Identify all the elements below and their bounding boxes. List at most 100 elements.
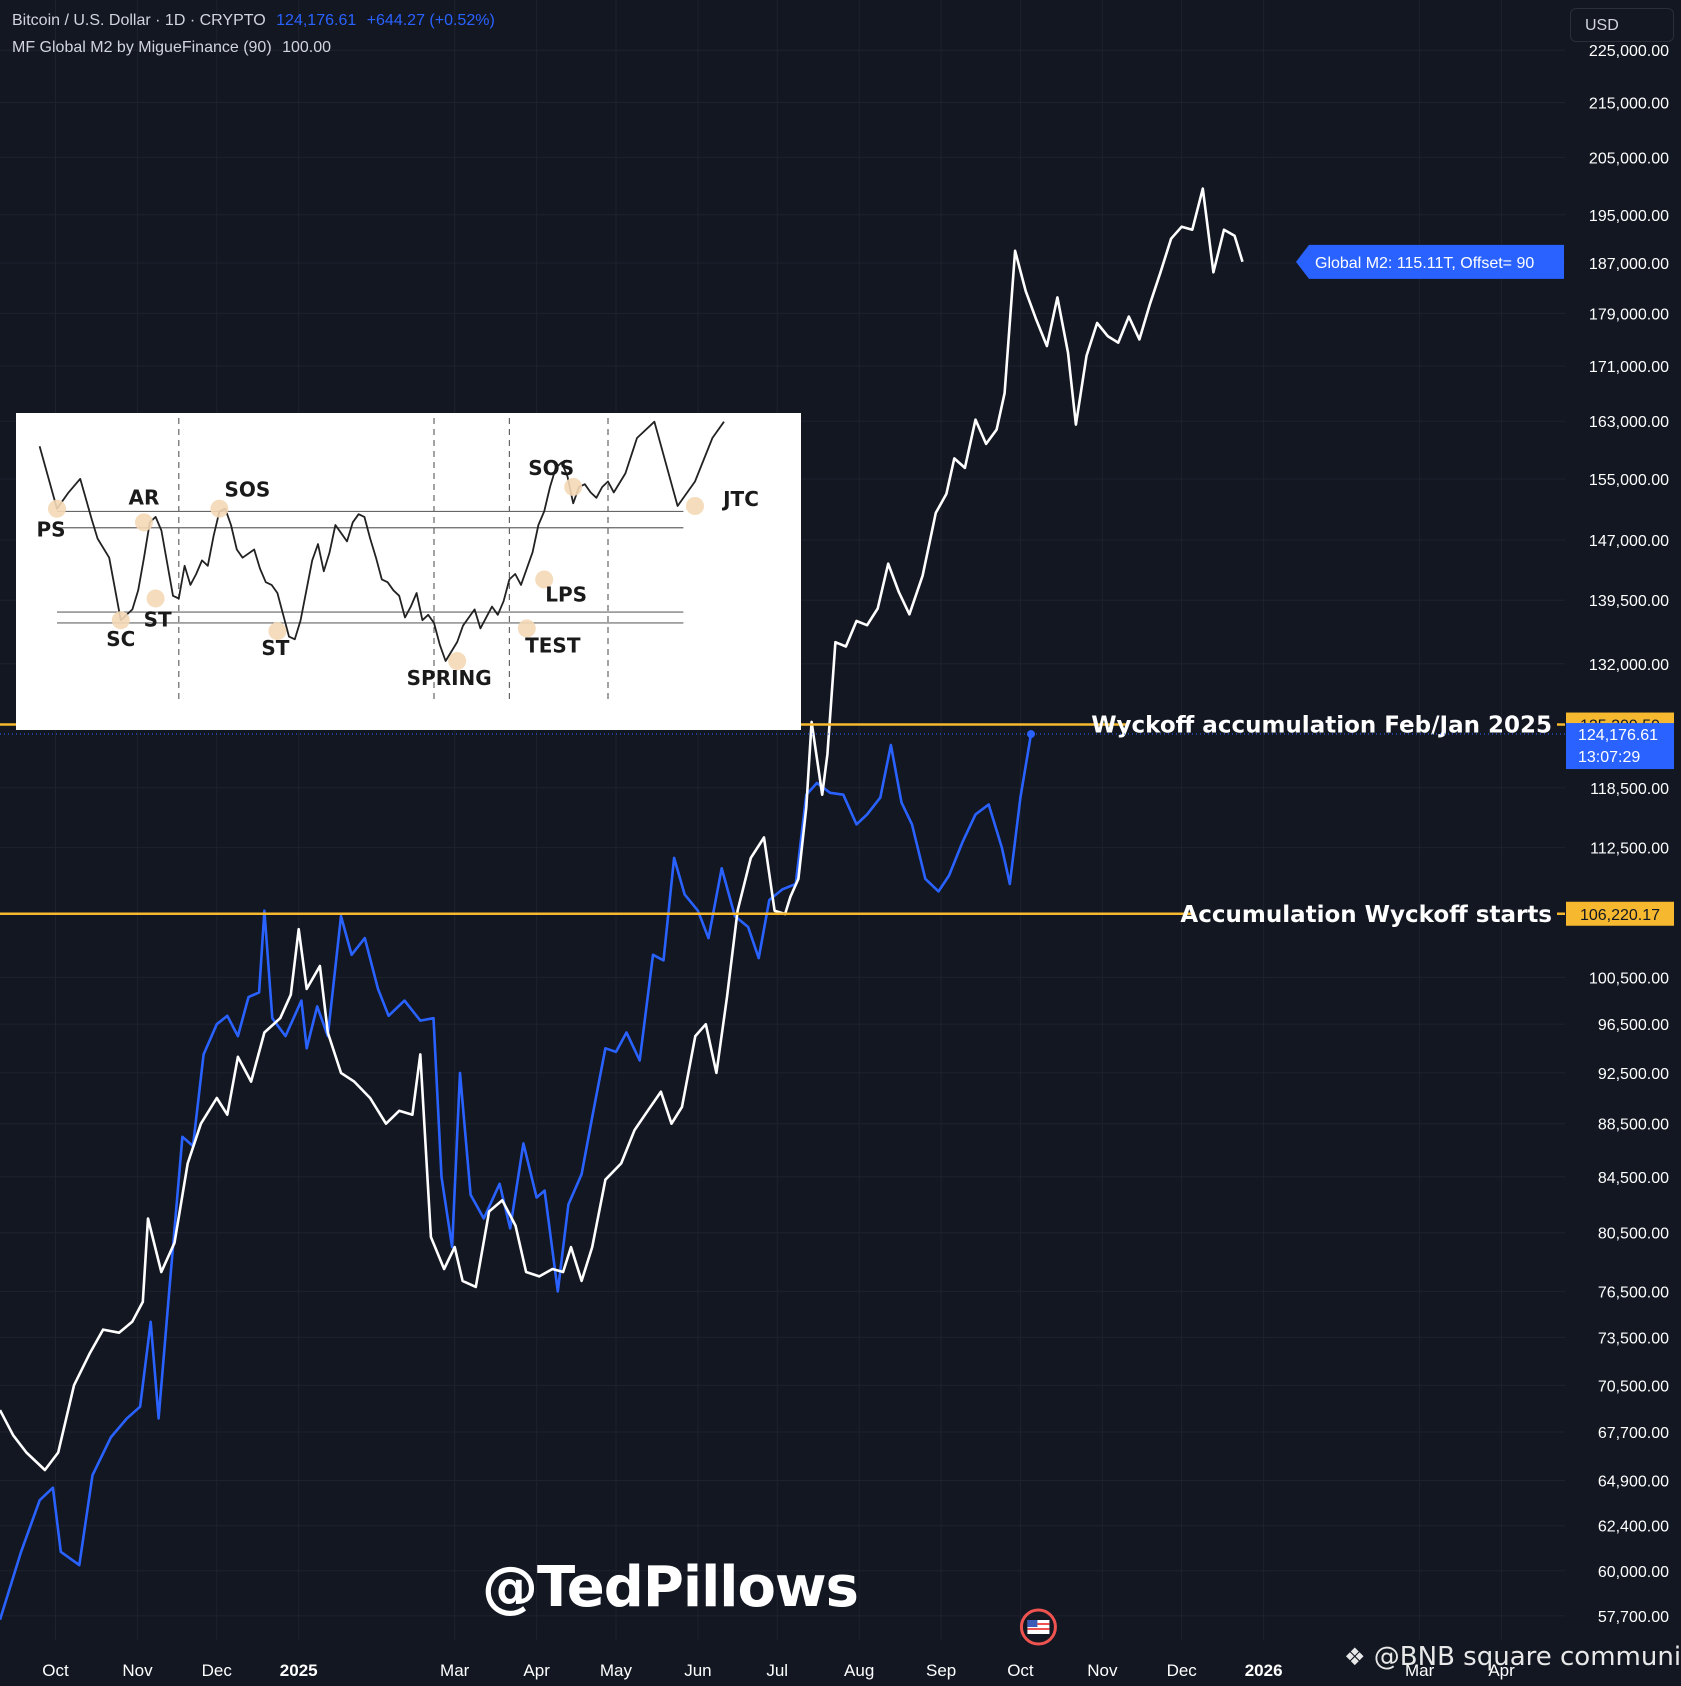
x-tick-label: Nov xyxy=(122,1661,153,1680)
symbol-legend[interactable]: Bitcoin / U.S. Dollar · 1D · CRYPTO 124,… xyxy=(12,12,501,30)
currency-button[interactable]: USD xyxy=(1570,8,1674,42)
x-tick-label: Mar xyxy=(1405,1661,1435,1680)
y-tick-label: 118,500.00 xyxy=(1590,781,1669,798)
inset-price-path xyxy=(38,420,725,662)
y-tick-label: 155,000.00 xyxy=(1589,472,1669,489)
y-tick-label: 179,000.00 xyxy=(1589,306,1669,323)
price-axis[interactable]: 225,000.00 215,000.00 205,000.00 195,000.00… xyxy=(1565,0,1681,1686)
indicator-value: 100.00 xyxy=(282,39,332,56)
x-tick-label: Apr xyxy=(1488,1661,1515,1680)
x-tick-label: Dec xyxy=(202,1661,233,1680)
price-change: +644.27 (+0.52%) xyxy=(366,12,495,29)
y-tick-label: 147,000.00 xyxy=(1589,533,1669,550)
community-label: BNB square community xyxy=(1399,1642,1681,1672)
inset-event-dot xyxy=(135,513,153,532)
y-tick-label: 96,500.00 xyxy=(1598,1017,1669,1034)
last-price-tag xyxy=(1566,723,1674,770)
inset-event-label: SPRING xyxy=(407,666,492,690)
x-tick-label: Apr xyxy=(523,1661,550,1680)
x-tick-label: May xyxy=(600,1661,633,1680)
y-tick-label: 62,400.00 xyxy=(1598,1519,1669,1536)
inset-event-dot xyxy=(686,497,704,515)
y-tick-label: 64,900.00 xyxy=(1598,1474,1669,1491)
inset-event-dot xyxy=(535,570,554,589)
y-tick-label: 132,000.00 xyxy=(1589,657,1669,674)
btc-price-line xyxy=(0,733,1033,1621)
support-line-label: Wyckoff accumulation Feb/Jan 2025 xyxy=(1091,713,1552,739)
y-tick-label: 195,000.00 xyxy=(1589,208,1669,225)
y-tick-label: 205,000.00 xyxy=(1589,150,1669,167)
y-tick-label: 225,000.00 xyxy=(1589,43,1669,60)
y-tick-label: 88,500.00 xyxy=(1598,1117,1669,1134)
m2-value-label: Global M2: 115.11T, Offset= 90 xyxy=(1315,255,1534,272)
inset-event-dot xyxy=(448,652,467,671)
price-tag xyxy=(1566,901,1674,926)
support-line-label: Accumulation Wyckoff starts xyxy=(1180,902,1552,928)
wyckoff-inset: PS SC AR ST SOS ST SPRING TEST LPS SOS JTC xyxy=(16,413,801,730)
x-tick-label: Oct xyxy=(42,1661,69,1680)
economic-event-flag[interactable] xyxy=(1019,1608,1057,1646)
inset-event-dot xyxy=(517,619,536,638)
inset-event-dot xyxy=(210,499,229,518)
flag-canton xyxy=(1027,1620,1038,1627)
x-tick-label: Dec xyxy=(1167,1661,1198,1680)
indicator-legend[interactable]: MF Global M2 by MigueFinance (90) 100.00 xyxy=(12,39,337,57)
last-price-tag-label: 124,176.61 xyxy=(1578,727,1658,744)
y-tick-label: 73,500.00 xyxy=(1598,1330,1669,1347)
inset-event-dot xyxy=(268,622,287,641)
inset-background xyxy=(16,413,801,730)
y-tick-label: 60,000.00 xyxy=(1598,1564,1669,1581)
y-tick-label: 171,000.00 xyxy=(1589,359,1669,376)
inset-event-dot xyxy=(564,477,583,496)
y-tick-label: 92,500.00 xyxy=(1598,1066,1669,1083)
author-watermark: @TedPillows xyxy=(482,1555,859,1620)
price-markers: 125,209.59106,220.17124,176.6113:07:29Gl… xyxy=(1296,244,1674,926)
annotation-layer: Wyckoff accumulation Feb/Jan 2025 Accumul… xyxy=(0,713,1565,928)
y-tick-label: 84,500.00 xyxy=(1598,1170,1669,1187)
m2-value-tag xyxy=(1296,244,1564,279)
x-tick-label: Jul xyxy=(766,1661,788,1680)
x-tick-label: Mar xyxy=(440,1661,470,1680)
indicator-title: MF Global M2 by MigueFinance (90) xyxy=(12,39,272,56)
x-tick-label: 2025 xyxy=(280,1661,318,1680)
inset-event-label: ST xyxy=(261,636,289,660)
x-tick-label: Aug xyxy=(844,1661,874,1680)
y-tick-label: 67,700.00 xyxy=(1598,1425,1669,1442)
x-tick-label: Jun xyxy=(684,1661,711,1680)
inset-event-label: PS xyxy=(36,518,65,542)
inset-event-label: TEST xyxy=(525,633,581,657)
y-tick-label: 70,500.00 xyxy=(1598,1378,1669,1395)
y-tick-label: 57,700.00 xyxy=(1598,1609,1669,1626)
time-axis[interactable]: Oct Nov Dec 2025 Mar Apr May Jun Jul Aug Sep Oct Nov… xyxy=(42,1661,1515,1680)
global-m2-line xyxy=(0,187,1244,1472)
inset-event-label: AR xyxy=(129,485,160,509)
inset-event-label: JTC xyxy=(721,487,759,511)
community-watermark: ❖ @BNB square community xyxy=(1344,1642,1681,1672)
countdown-label: 13:07:29 xyxy=(1578,749,1640,766)
x-tick-label: Nov xyxy=(1087,1661,1118,1680)
inset-event-label: ST xyxy=(144,607,172,631)
symbol-title: Bitcoin / U.S. Dollar · 1D · CRYPTO xyxy=(12,12,266,29)
last-price-dot xyxy=(1026,730,1035,739)
y-tick-label: 139,500.00 xyxy=(1589,593,1669,610)
inset-event-dot xyxy=(146,589,165,608)
price-tag-label: 106,220.17 xyxy=(1580,907,1660,924)
series-layer xyxy=(0,187,1244,1621)
inset-event-label: LPS xyxy=(545,582,587,606)
y-tick-label: 187,000.00 xyxy=(1589,256,1669,273)
inset-event-label: SC xyxy=(106,627,135,651)
x-tick-label: 2026 xyxy=(1245,1661,1283,1680)
last-price: 124,176.61 xyxy=(276,12,357,29)
y-tick-label: 112,500.00 xyxy=(1590,841,1669,858)
inset-event-dot xyxy=(111,611,130,630)
y-tick-label: 215,000.00 xyxy=(1589,96,1669,113)
inset-event-dot xyxy=(48,499,66,518)
x-tick-label: Sep xyxy=(926,1661,956,1680)
inset-plot: PS SC AR ST SOS ST SPRING TEST LPS SOS JTC xyxy=(36,418,759,700)
x-tick-label: Oct xyxy=(1007,1661,1034,1680)
inset-event-label: SOS xyxy=(224,478,270,502)
price-axis-bg xyxy=(1565,0,1681,1686)
y-tick-label: 100,500.00 xyxy=(1589,970,1669,987)
us-flag-icon xyxy=(1019,1608,1057,1646)
